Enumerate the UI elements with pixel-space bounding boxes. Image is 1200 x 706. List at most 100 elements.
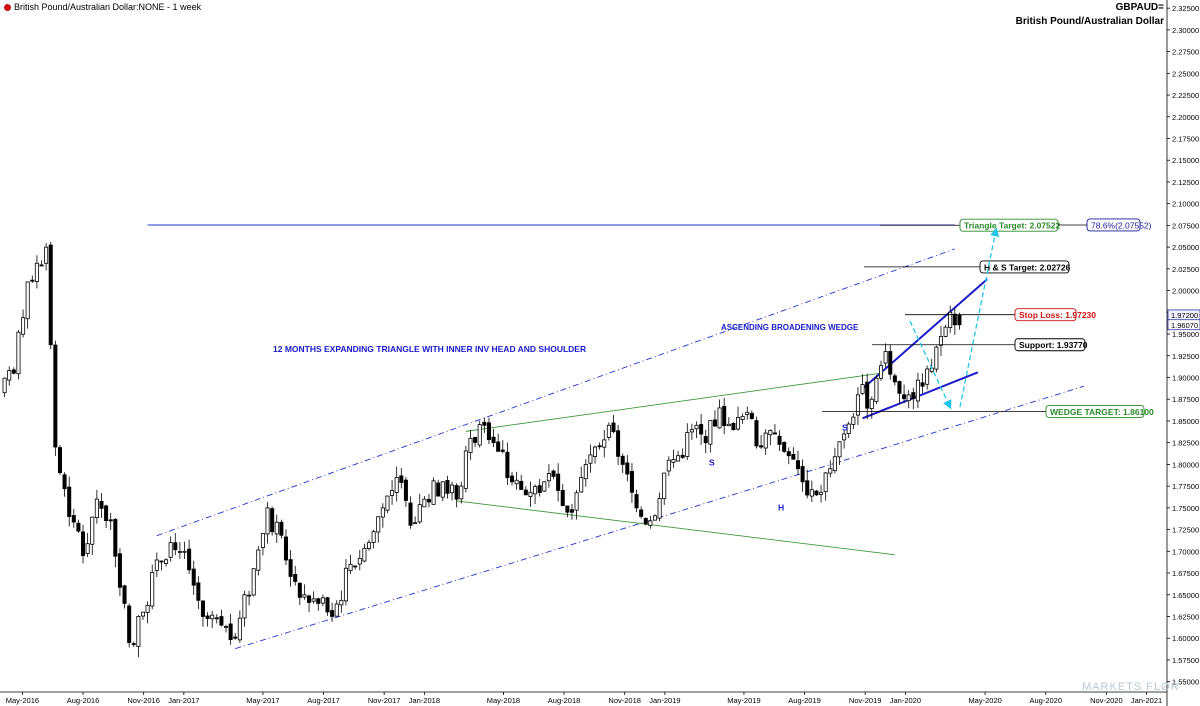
time-tick-label: Nov-2017 xyxy=(368,696,401,705)
candle-up xyxy=(579,477,584,493)
candle-down xyxy=(712,419,717,427)
stop-loss-box xyxy=(1014,308,1077,322)
candle-down xyxy=(445,479,450,494)
candle-down xyxy=(911,392,916,400)
time-tick-label: Aug-2016 xyxy=(67,696,100,705)
candle-up xyxy=(431,480,436,505)
price-tick-label: 2.02500 xyxy=(1172,265,1199,274)
candle-up xyxy=(648,520,653,526)
candle-down xyxy=(53,344,58,448)
candle-up xyxy=(376,516,381,533)
candle-down xyxy=(639,509,644,517)
candle-up xyxy=(948,311,953,328)
candle-down xyxy=(353,565,358,568)
candle-up xyxy=(417,504,422,523)
candle-down xyxy=(772,432,777,435)
price-tick-label: 1.85000 xyxy=(1172,417,1199,426)
candle-up xyxy=(182,550,187,553)
candle-up xyxy=(726,423,731,427)
candle-up xyxy=(7,370,12,381)
price-tick-label: 1.95000 xyxy=(1172,330,1199,339)
candle-up xyxy=(348,563,353,572)
candle-down xyxy=(629,471,634,493)
candle-down xyxy=(113,519,118,557)
candle-down xyxy=(196,582,201,601)
candle-down xyxy=(569,509,574,513)
candle-down xyxy=(892,375,897,383)
candle-down xyxy=(749,412,754,420)
candle-down xyxy=(108,519,113,522)
trendline-triangle-lower xyxy=(456,500,895,556)
time-axis: May-2016 Aug-2016 Nov-2016 Jan-2017 May-2017… xyxy=(0,691,1167,705)
candle-up xyxy=(90,516,95,545)
candle-down xyxy=(902,394,907,400)
candle-down xyxy=(76,522,81,532)
candle-down xyxy=(200,600,205,617)
candle-up xyxy=(855,394,860,416)
candle-down xyxy=(800,466,805,483)
time-tick-label: Jan-2017 xyxy=(168,696,199,705)
candle-up xyxy=(588,454,593,464)
head-annotation: H xyxy=(778,502,784,512)
candle-down xyxy=(288,559,293,577)
candle-down xyxy=(191,568,196,586)
price-tick-label: 1.92500 xyxy=(1172,352,1199,361)
time-tick-label: Nov-2018 xyxy=(608,696,641,705)
candle-down xyxy=(560,489,565,506)
wedge-annotation: ASCENDING BROADENING WEDGE xyxy=(721,323,859,332)
candle-up xyxy=(745,411,750,415)
candle-up xyxy=(657,498,662,519)
candle-down xyxy=(759,445,764,448)
candle-down xyxy=(597,445,602,448)
price-tick-label: 2.12500 xyxy=(1172,178,1199,187)
candle-down xyxy=(233,636,238,639)
candle-down xyxy=(219,616,224,626)
candle-down xyxy=(117,553,122,588)
candle-up xyxy=(334,603,339,617)
candle-down xyxy=(680,454,685,458)
time-tick-label: Aug-2020 xyxy=(1029,696,1062,705)
projection-arrow-up xyxy=(959,227,1000,408)
candle-down xyxy=(791,454,796,460)
candle-up xyxy=(514,479,519,485)
time-tick-label: May-2018 xyxy=(487,696,520,705)
price-tick-label: 1.77500 xyxy=(1172,482,1199,491)
candle-up xyxy=(528,491,533,497)
time-tick-label: May-2017 xyxy=(246,696,279,705)
time-tick-label: Nov-2016 xyxy=(127,696,160,705)
candle-up xyxy=(809,489,814,497)
candle-up xyxy=(16,331,21,375)
candle-down xyxy=(187,548,192,571)
price-tick-label: 2.15000 xyxy=(1172,156,1199,165)
candle-down xyxy=(565,505,570,513)
candle-up xyxy=(763,432,768,449)
candle-up xyxy=(385,495,390,511)
candle-down xyxy=(482,421,487,426)
candle-down xyxy=(537,485,542,493)
candle-up xyxy=(343,567,348,602)
time-tick-label: Aug-2019 xyxy=(788,696,821,705)
candle-down xyxy=(454,485,459,500)
candle-up xyxy=(879,365,884,379)
candlesticks xyxy=(2,241,962,658)
candle-up xyxy=(164,559,169,564)
candle-up xyxy=(883,351,888,364)
candle-down xyxy=(426,499,431,503)
candle-down xyxy=(865,381,870,409)
candle-up xyxy=(34,262,39,282)
price-axis: 1.55000 1.57500 1.60000 1.62500 1.65000 1.675… xyxy=(1166,0,1200,706)
price-tick-label: 1.70000 xyxy=(1172,547,1199,556)
candle-down xyxy=(283,536,288,561)
candle-down xyxy=(99,500,104,509)
candle-up xyxy=(413,522,418,525)
candle-up xyxy=(819,491,824,495)
wedge-target-box xyxy=(1045,404,1145,418)
time-tick-label: May-2016 xyxy=(6,696,39,705)
candle-down xyxy=(699,424,704,435)
candle-down xyxy=(131,643,136,645)
candle-up xyxy=(339,599,344,606)
candle-down xyxy=(920,382,925,387)
candle-up xyxy=(371,531,376,543)
candle-up xyxy=(740,415,745,421)
candle-down xyxy=(703,436,708,444)
